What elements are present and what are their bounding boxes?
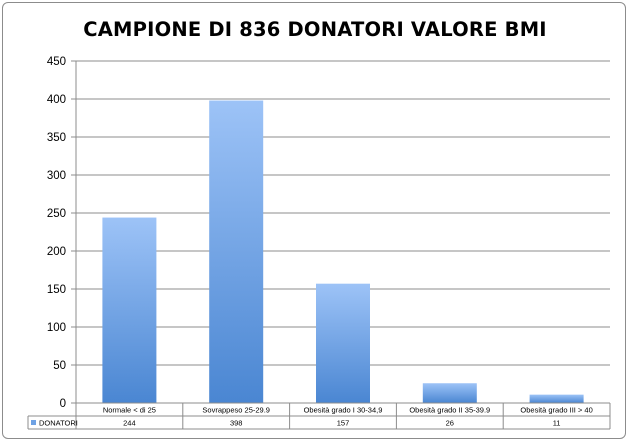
- bar: [529, 394, 584, 403]
- category-label: Obesità grado I 30-34,9: [304, 406, 383, 415]
- category-label: Obesità grado III > 40: [520, 406, 592, 415]
- y-tick-label: 350: [47, 132, 66, 144]
- value-label: 11: [553, 419, 561, 428]
- category-label: Obesità grado II 35-39.9: [409, 406, 490, 415]
- bar: [422, 383, 477, 403]
- value-label: 244: [123, 419, 136, 428]
- bar: [316, 283, 370, 403]
- y-axis-ticks: 0 50 100 150 200 250 300 350 400 450: [47, 56, 66, 410]
- value-label: 26: [446, 419, 454, 428]
- gridlines: [71, 60, 610, 404]
- y-tick-label: 100: [47, 322, 66, 334]
- y-tick-label: 250: [47, 208, 66, 220]
- y-tick-label: 400: [47, 94, 66, 106]
- category-label: Normale < di 25: [103, 406, 156, 415]
- value-label: 157: [337, 419, 350, 428]
- bars: [102, 100, 584, 404]
- bar: [209, 100, 264, 404]
- legend-label: DONATORI: [39, 419, 78, 428]
- y-tick-label: 300: [47, 170, 66, 182]
- category-label: Sovrappeso 25-29.9: [202, 406, 270, 415]
- legend-key: [31, 420, 36, 425]
- data-table: Normale < di 25 244 Sovrappeso 25-29.9 398 O…: [27, 402, 611, 430]
- y-tick-label: 150: [47, 284, 66, 296]
- y-tick-label: 450: [47, 56, 66, 68]
- y-tick-label: 50: [53, 360, 66, 372]
- value-label: 398: [230, 419, 243, 428]
- chart-title: CAMPIONE DI 836 DONATORI VALORE BMI: [83, 18, 547, 41]
- y-tick-label: 0: [60, 398, 66, 410]
- bar: [102, 217, 157, 403]
- y-tick-label: 200: [47, 246, 66, 258]
